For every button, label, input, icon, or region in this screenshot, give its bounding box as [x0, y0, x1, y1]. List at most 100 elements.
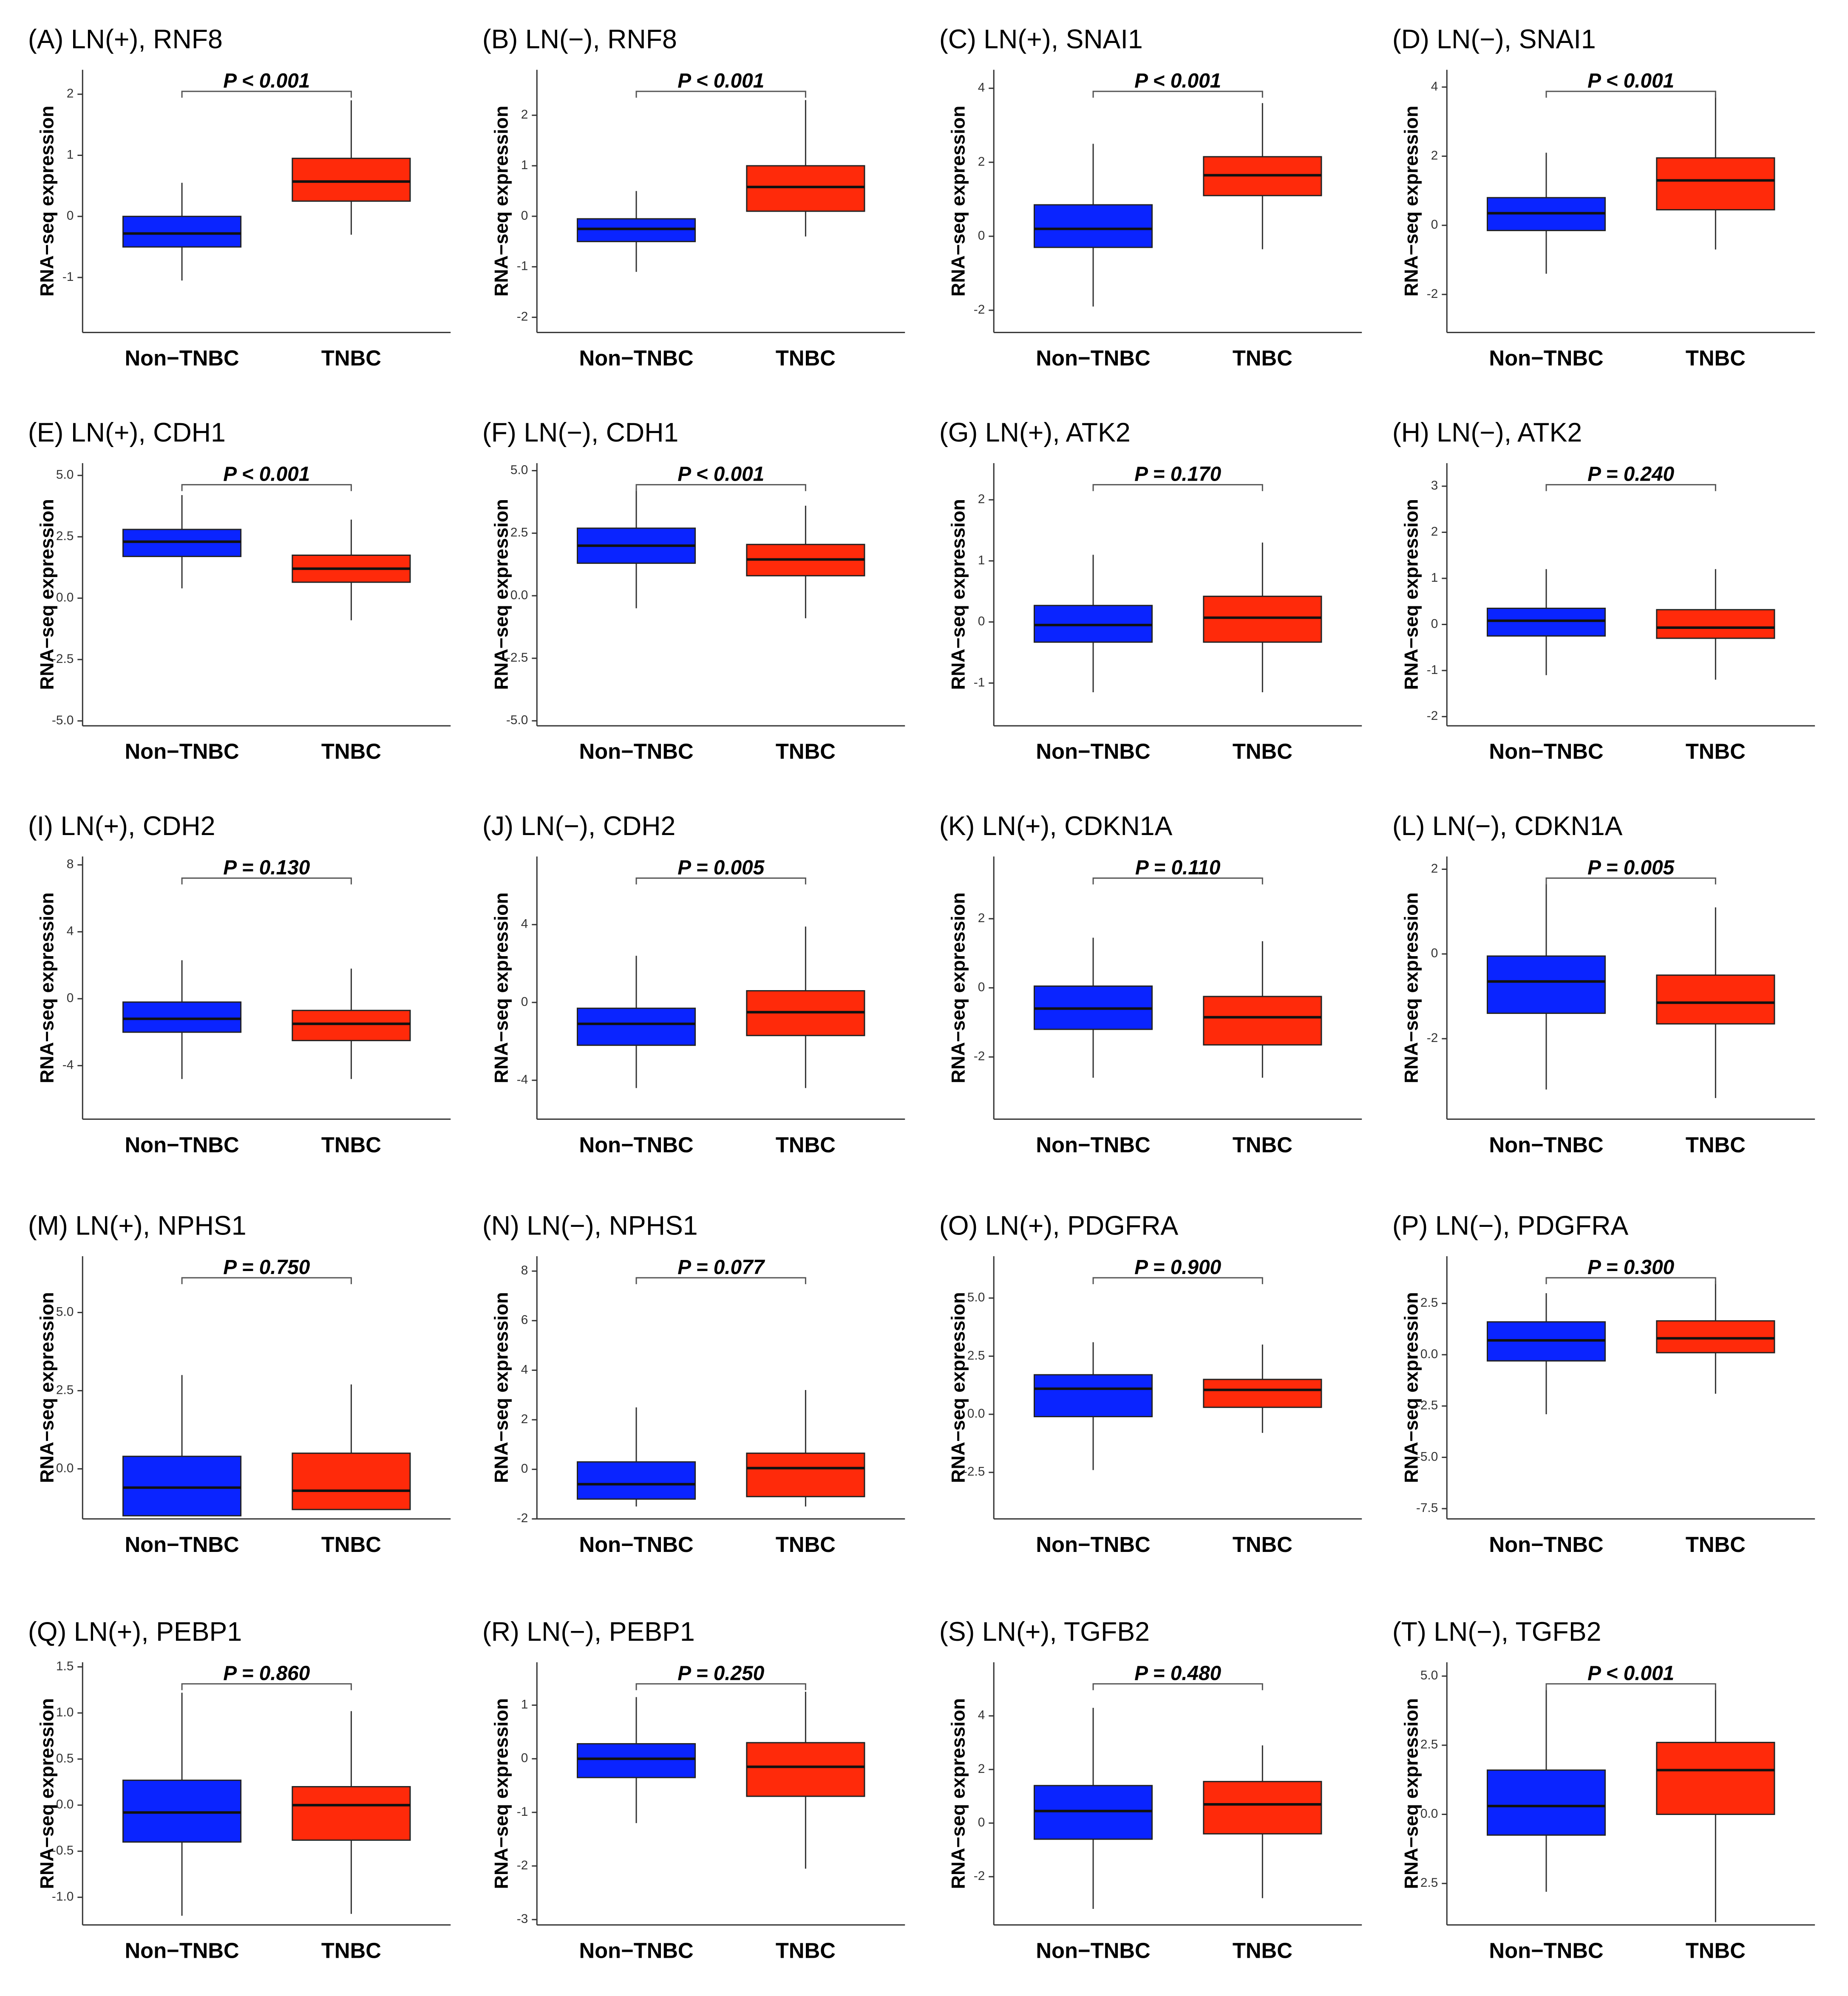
- x-tick-label: TNBC: [1233, 739, 1292, 764]
- panel: (K) LN(+), CDKN1A RNA−seq expression -2 0 2 N…: [939, 811, 1362, 1157]
- y-tick-label: 0: [521, 995, 528, 1009]
- p-value: P = 0.750: [223, 1256, 310, 1279]
- y-tick-label: 1.0: [56, 1705, 74, 1719]
- x-tick-label: Non−TNBC: [125, 346, 239, 370]
- y-tick-label: 2.5: [1420, 1296, 1438, 1310]
- panel: (D) LN(−), SNAI1 RNA−seq expression -2 0 2 4 N…: [1392, 24, 1815, 370]
- x-tick-label: Non−TNBC: [125, 1532, 239, 1557]
- box: [746, 1452, 865, 1498]
- p-value: P = 0.077: [677, 1256, 765, 1279]
- panel: (F) LN(−), CDH1 RNA−seq expression -5.0 -2.…: [482, 418, 905, 764]
- y-tick-label: 5.0: [967, 1291, 985, 1305]
- y-tick-label: 1.5: [56, 1659, 74, 1673]
- y-tick-label: -2.5: [52, 652, 74, 666]
- p-value: P = 0.170: [1134, 463, 1221, 486]
- box: [122, 1001, 242, 1033]
- y-axis-label: RNA−seq expression: [948, 499, 969, 690]
- panel-title: (L) LN(−), CDKN1A: [1392, 811, 1623, 841]
- x-tick-label: Non−TNBC: [1489, 1938, 1603, 1962]
- panel-title: (A) LN(+), RNF8: [28, 24, 223, 54]
- y-tick-label: 2.5: [1420, 1738, 1438, 1752]
- p-value: P = 0.250: [677, 1662, 764, 1685]
- x-tick-label: Non−TNBC: [1036, 739, 1150, 764]
- box: [292, 1452, 411, 1510]
- y-tick-label: 2: [1431, 524, 1438, 538]
- p-value: P < 0.001: [1587, 70, 1674, 92]
- y-tick-label: 0: [978, 229, 985, 243]
- y-tick-label: 8: [67, 857, 74, 871]
- panel: (B) LN(−), RNF8 RNA−seq expression -2 -1 0 1 2…: [482, 24, 905, 370]
- panel-title: (Q) LN(+), PEBP1: [28, 1617, 242, 1647]
- y-tick-label: -4: [62, 1058, 74, 1072]
- panel: (A) LN(+), RNF8 RNA−seq expression -1 0 1 2 No…: [28, 24, 451, 370]
- y-tick-label: 0.0: [56, 1461, 74, 1475]
- x-tick-label: TNBC: [1686, 1532, 1746, 1557]
- panel-title: (I) LN(+), CDH2: [28, 811, 215, 841]
- x-tick-label: Non−TNBC: [125, 1938, 239, 1962]
- panel: (P) LN(−), PDGFRA RNA−seq expression -7.5 -…: [1392, 1211, 1815, 1557]
- y-tick-label: 2.5: [510, 526, 528, 540]
- x-tick-label: Non−TNBC: [1036, 1132, 1150, 1157]
- x-tick-label: Non−TNBC: [1036, 1532, 1150, 1557]
- x-tick-label: TNBC: [1686, 1132, 1746, 1157]
- x-tick-label: TNBC: [321, 1938, 381, 1962]
- x-tick-label: TNBC: [321, 1532, 381, 1557]
- y-tick-label: -2: [1427, 709, 1438, 723]
- x-tick-label: Non−TNBC: [1489, 1132, 1603, 1157]
- p-bracket: [635, 91, 806, 98]
- box: [1203, 996, 1322, 1046]
- p-bracket: [1092, 1277, 1263, 1284]
- y-tick-label: -1: [517, 259, 528, 273]
- x-tick-label: TNBC: [1233, 1132, 1292, 1157]
- p-bracket: [181, 91, 352, 98]
- y-tick-label: 3: [1431, 478, 1438, 493]
- panel-title: (F) LN(−), CDH1: [482, 418, 678, 447]
- y-tick-label: 4: [1431, 79, 1438, 93]
- box: [746, 165, 865, 212]
- y-tick-label: 0: [978, 1815, 985, 1829]
- box: [1656, 1320, 1775, 1353]
- y-tick-label: 0.0: [56, 1798, 74, 1812]
- y-tick-label: 2.5: [56, 1383, 74, 1397]
- panel: (N) LN(−), NPHS1 RNA−seq expression -2 0 2 4 6…: [482, 1211, 905, 1557]
- y-tick-label: 4: [978, 1708, 985, 1722]
- y-axis-label: RNA−seq expression: [491, 892, 512, 1083]
- y-tick-label: 2: [1431, 861, 1438, 875]
- p-bracket: [1545, 1683, 1716, 1690]
- y-tick-label: 2: [978, 155, 985, 169]
- y-tick-label: 2.5: [1420, 1876, 1438, 1890]
- p-bracket: [635, 1277, 806, 1284]
- y-tick-label: -5.0: [506, 713, 528, 727]
- y-axis-label: RNA−seq expression: [491, 1698, 512, 1889]
- y-tick-label: 0: [521, 1751, 528, 1765]
- y-tick-label: 1: [978, 553, 985, 567]
- x-tick-label: Non−TNBC: [579, 346, 693, 370]
- y-tick-label: 4: [67, 924, 74, 938]
- box: [292, 1010, 411, 1042]
- x-tick-label: TNBC: [321, 739, 381, 764]
- x-tick-label: Non−TNBC: [579, 739, 693, 764]
- p-value: P = 0.240: [1587, 463, 1674, 486]
- box: [292, 158, 411, 202]
- y-tick-label: 2.5: [967, 1348, 985, 1362]
- panel: (S) LN(+), TGFB2 RNA−seq expression -2 0 2 4 N…: [939, 1617, 1362, 1962]
- y-axis-label: RNA−seq expression: [1401, 106, 1422, 297]
- y-tick-label: 0: [67, 209, 74, 223]
- y-axis-label: RNA−seq expression: [1401, 1698, 1422, 1889]
- panel-title: (P) LN(−), PDGFRA: [1392, 1211, 1629, 1240]
- y-tick-label: -1: [517, 1805, 528, 1819]
- x-tick-label: TNBC: [1233, 1532, 1292, 1557]
- y-axis-label: RNA−seq expression: [948, 106, 969, 297]
- y-tick-label: -0.5: [52, 1843, 74, 1857]
- box: [1203, 595, 1322, 643]
- y-tick-label: 5.0: [56, 1305, 74, 1319]
- y-tick-label: 5.0: [510, 463, 528, 477]
- y-axis-label: RNA−seq expression: [948, 1292, 969, 1483]
- panel: (G) LN(+), ATK2 RNA−seq expression -1 0 1 2 No…: [939, 418, 1362, 764]
- panel-title: (B) LN(−), RNF8: [482, 24, 677, 54]
- y-tick-label: 2: [978, 1762, 985, 1776]
- panel-title: (E) LN(+), CDH1: [28, 418, 226, 447]
